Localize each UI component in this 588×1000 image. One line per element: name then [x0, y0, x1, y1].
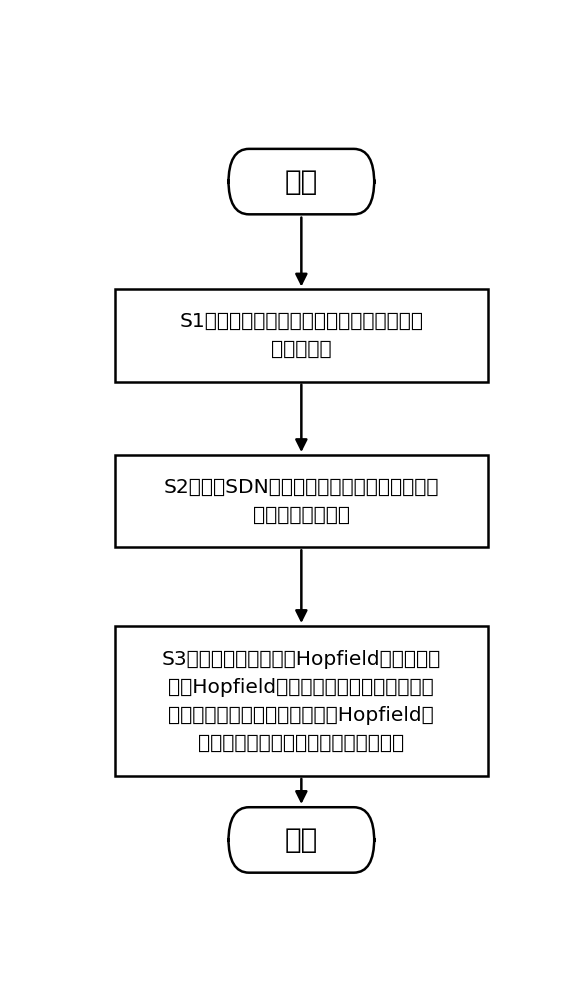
FancyBboxPatch shape — [228, 149, 374, 214]
Text: 开始: 开始 — [285, 168, 318, 196]
FancyBboxPatch shape — [115, 289, 488, 382]
FancyBboxPatch shape — [115, 455, 488, 547]
FancyBboxPatch shape — [228, 807, 374, 873]
Text: S3、采用包括多个离散Hopfield神经网络电
路的Hopfield神经网络装置基于所述控制策
略和所述混沌序列选择所述离散Hopfield神
经网络电路生成: S3、采用包括多个离散Hopfield神经网络电 路的Hopfield神经网络装… — [162, 650, 441, 753]
Text: S2、采用SDN控制器基于所述混沌序列和预先
设置生成控制策略: S2、采用SDN控制器基于所述混沌序列和预先 设置生成控制策略 — [163, 478, 439, 525]
Text: S1、采用混沌序列生成器基于忆阻器电路生
成混沌序列: S1、采用混沌序列生成器基于忆阻器电路生 成混沌序列 — [179, 312, 423, 359]
Text: 结束: 结束 — [285, 826, 318, 854]
FancyBboxPatch shape — [115, 626, 488, 776]
